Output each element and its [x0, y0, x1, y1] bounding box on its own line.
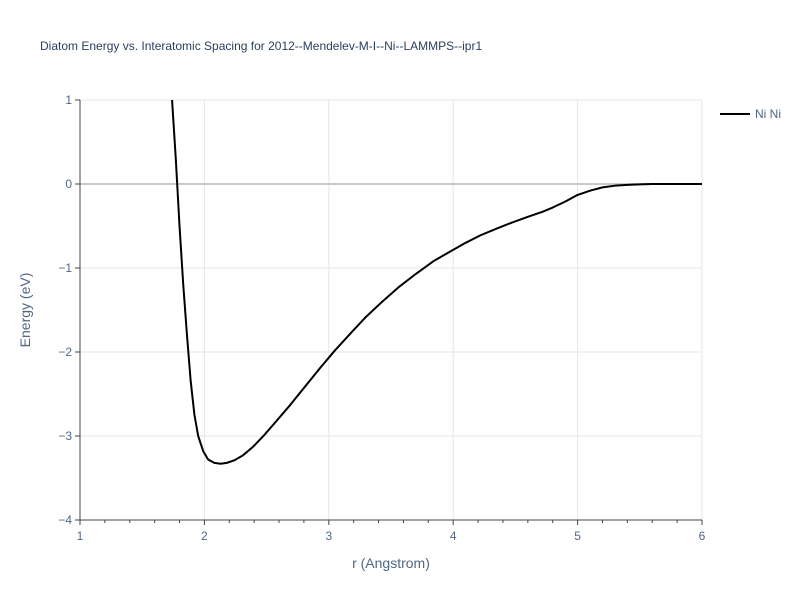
axes	[75, 99, 703, 525]
series-line-ni-ni	[171, 99, 702, 465]
y-tick-label: 0	[65, 177, 72, 191]
y-tick-label: 1	[65, 93, 72, 107]
y-tick-label: −3	[58, 429, 72, 443]
x-tick-label: 1	[77, 529, 84, 543]
legend-label-ni-ni: Ni Ni	[755, 107, 781, 121]
y-tick-label: −2	[58, 345, 72, 359]
y-axis-title: Energy (eV)	[17, 273, 33, 348]
plot-area	[171, 99, 702, 465]
chart-title: Diatom Energy vs. Interatomic Spacing fo…	[40, 39, 482, 53]
x-tick-label: 3	[325, 529, 332, 543]
tick-labels: 1 2 3 4 5 6 1 0 −1 −2 −3 −4	[58, 93, 705, 543]
x-axis-title: r (Angstrom)	[352, 555, 430, 571]
y-tick-label: −4	[58, 513, 72, 527]
x-tick-label: 4	[450, 529, 457, 543]
x-tick-label: 2	[201, 529, 208, 543]
x-tick-label: 6	[699, 529, 706, 543]
grid	[80, 99, 703, 520]
y-tick-label: −1	[58, 261, 72, 275]
x-tick-label: 5	[574, 529, 581, 543]
legend[interactable]: Ni Ni	[720, 107, 781, 121]
